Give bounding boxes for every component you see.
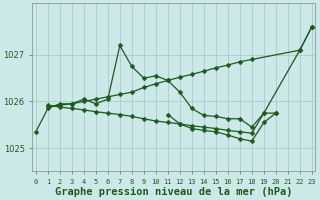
X-axis label: Graphe pression niveau de la mer (hPa): Graphe pression niveau de la mer (hPa): [55, 186, 292, 197]
